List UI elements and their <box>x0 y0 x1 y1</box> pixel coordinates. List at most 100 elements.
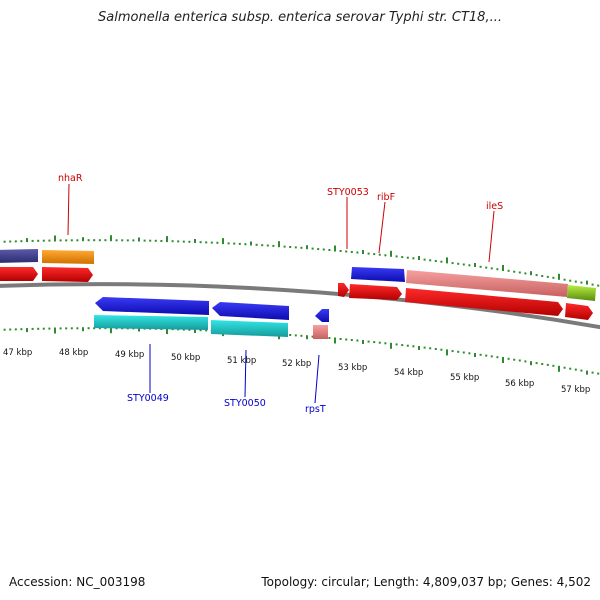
major-tick <box>166 236 168 243</box>
minor-tick <box>563 278 566 281</box>
scale-labels: 47 kbp 48 kbp 49 kbp 50 kbp 51 kbp 52 kb… <box>3 348 590 395</box>
minor-tick <box>37 327 40 330</box>
minor-tick <box>82 237 84 242</box>
minor-tick <box>373 253 376 256</box>
genome-backbone <box>0 282 600 330</box>
minor-tick <box>362 340 364 344</box>
minor-tick <box>513 358 516 361</box>
minor-tick <box>524 360 527 363</box>
minor-tick <box>490 355 493 358</box>
gene-feature[interactable] <box>315 309 329 322</box>
minor-tick <box>87 327 90 330</box>
leader-line <box>67 183 70 236</box>
major-tick <box>166 328 168 335</box>
minor-tick <box>250 241 252 246</box>
gene-feature[interactable] <box>0 249 38 263</box>
major-tick <box>222 238 224 245</box>
minor-tick <box>98 327 101 330</box>
major-tick <box>502 265 504 271</box>
minor-tick <box>591 283 594 286</box>
gene-feature[interactable] <box>211 320 288 337</box>
minor-tick <box>423 258 426 261</box>
gene-feature[interactable] <box>338 283 349 297</box>
minor-tick <box>9 240 12 243</box>
gene-label-nhaR[interactable]: nhaR <box>58 173 83 184</box>
gene-feature[interactable] <box>351 267 405 282</box>
minor-tick <box>149 239 152 242</box>
gene-label-STY0050[interactable]: STY0050 <box>224 398 266 409</box>
minor-tick <box>82 327 84 332</box>
leader-line <box>244 349 247 398</box>
minor-tick <box>367 340 370 343</box>
minor-tick <box>115 239 118 242</box>
minor-tick <box>138 237 140 242</box>
minor-tick <box>70 327 73 330</box>
minor-tick <box>199 241 202 244</box>
gene-feature[interactable] <box>0 267 38 281</box>
gene-feature[interactable] <box>42 250 94 264</box>
gene-feature[interactable] <box>567 285 596 301</box>
leader-line <box>314 354 320 404</box>
gene-label-rpsT[interactable]: rpsT <box>305 404 326 415</box>
minor-tick <box>541 363 544 365</box>
minor-tick <box>171 240 174 243</box>
minor-tick <box>311 335 314 338</box>
label-leaders-bottom <box>149 344 320 404</box>
minor-tick <box>462 351 465 354</box>
minor-tick <box>401 344 404 347</box>
scale-ticks-upper <box>3 235 600 287</box>
scale-label: 54 kbp <box>394 368 423 378</box>
gene-feature[interactable] <box>565 303 593 320</box>
gene-label-STY0049[interactable]: STY0049 <box>127 393 169 404</box>
gene-label-STY0053[interactable]: STY0053 <box>327 187 369 198</box>
major-tick <box>390 250 392 257</box>
scale-label: 57 kbp <box>561 385 590 395</box>
minor-tick <box>93 327 96 330</box>
major-tick <box>278 241 280 248</box>
major-tick <box>334 245 336 252</box>
gene-feature[interactable] <box>313 325 328 339</box>
gene-feature[interactable] <box>405 288 563 316</box>
minor-tick <box>507 357 510 360</box>
scale-label: 48 kbp <box>59 348 88 358</box>
minor-tick <box>468 264 471 267</box>
gene-feature[interactable] <box>94 315 208 330</box>
minor-tick <box>580 281 583 284</box>
minor-tick <box>518 359 521 362</box>
scale-label: 51 kbp <box>227 356 256 366</box>
gene-label-ileS[interactable]: ileS <box>486 201 503 212</box>
gene-feature[interactable] <box>406 270 568 297</box>
minor-tick <box>300 246 303 249</box>
gene-feature[interactable] <box>42 267 93 282</box>
gene-label-ribF[interactable]: ribF <box>377 192 395 203</box>
minor-tick <box>138 327 140 332</box>
minor-tick <box>20 240 23 243</box>
minor-tick <box>328 337 331 339</box>
minor-tick <box>429 347 432 350</box>
minor-tick <box>14 240 17 243</box>
minor-tick <box>451 350 454 353</box>
minor-tick <box>569 279 572 282</box>
minor-tick <box>345 338 348 341</box>
minor-tick <box>457 350 460 353</box>
minor-tick <box>244 243 247 246</box>
minor-tick <box>210 241 213 244</box>
minor-tick <box>574 368 577 371</box>
minor-tick <box>227 242 230 245</box>
scale-label: 53 kbp <box>338 363 367 373</box>
minor-tick <box>59 327 62 330</box>
scale-label: 50 kbp <box>171 353 200 363</box>
gene-feature[interactable] <box>212 302 289 320</box>
minor-tick <box>177 240 180 243</box>
minor-tick <box>569 367 572 370</box>
minor-tick <box>205 241 208 244</box>
gene-feature[interactable] <box>349 284 402 300</box>
label-leaders-top <box>67 183 495 263</box>
gene-feature[interactable] <box>95 297 209 315</box>
minor-tick <box>395 255 398 258</box>
minor-tick <box>126 239 129 242</box>
minor-tick <box>322 248 325 251</box>
major-tick <box>502 357 504 363</box>
minor-tick <box>20 328 23 331</box>
minor-tick <box>26 328 28 333</box>
